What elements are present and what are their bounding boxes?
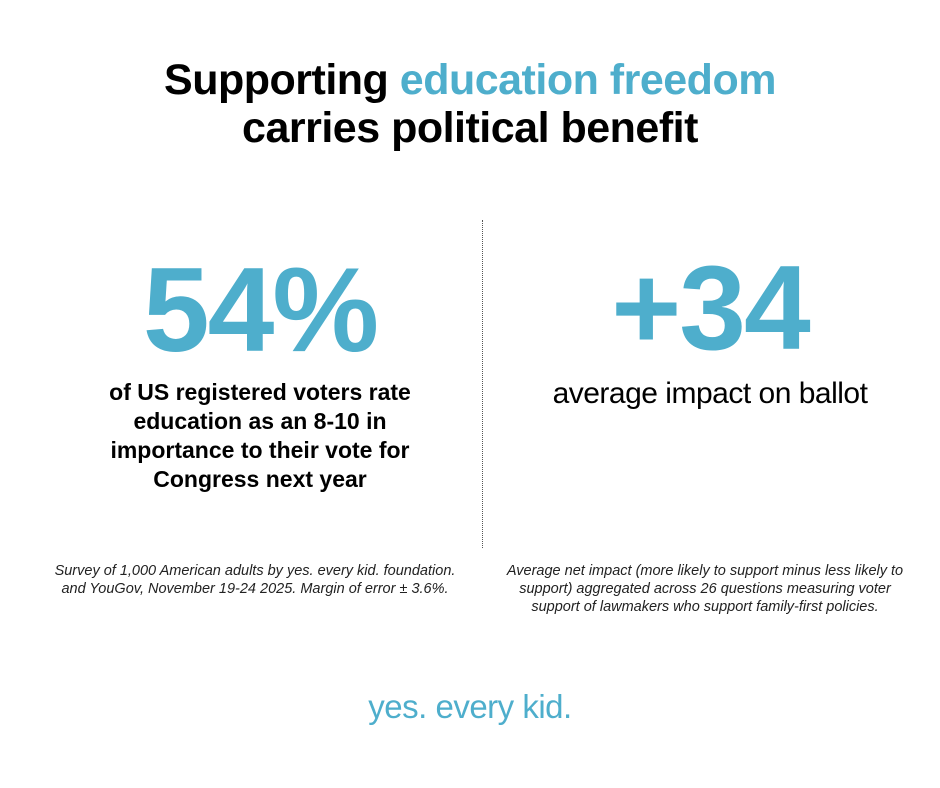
column-divider bbox=[482, 220, 483, 548]
brand-logo: yes. every kid. bbox=[368, 688, 572, 725]
right-stat-value: +34 bbox=[611, 241, 811, 375]
right-stat-column: +34 average impact on ballot bbox=[490, 0, 930, 788]
left-footnote: Survey of 1,000 American adults by yes. … bbox=[54, 563, 456, 597]
headline-accent: education freedom bbox=[399, 56, 777, 104]
right-footnote: Average net impact (more likely to suppo… bbox=[506, 563, 904, 615]
headline-line2: carries political benefit bbox=[242, 104, 698, 152]
left-stat-value: 54% bbox=[142, 243, 379, 377]
left-stat-description: of US registered voters rate education a… bbox=[109, 379, 411, 492]
left-stat-column: 54% of US registered voters rate educati… bbox=[40, 0, 480, 788]
headline: Supporting education freedom carries pol… bbox=[0, 56, 940, 152]
headline-part1: Supporting bbox=[164, 56, 400, 104]
right-stat-description: average impact on ballot bbox=[552, 377, 868, 410]
